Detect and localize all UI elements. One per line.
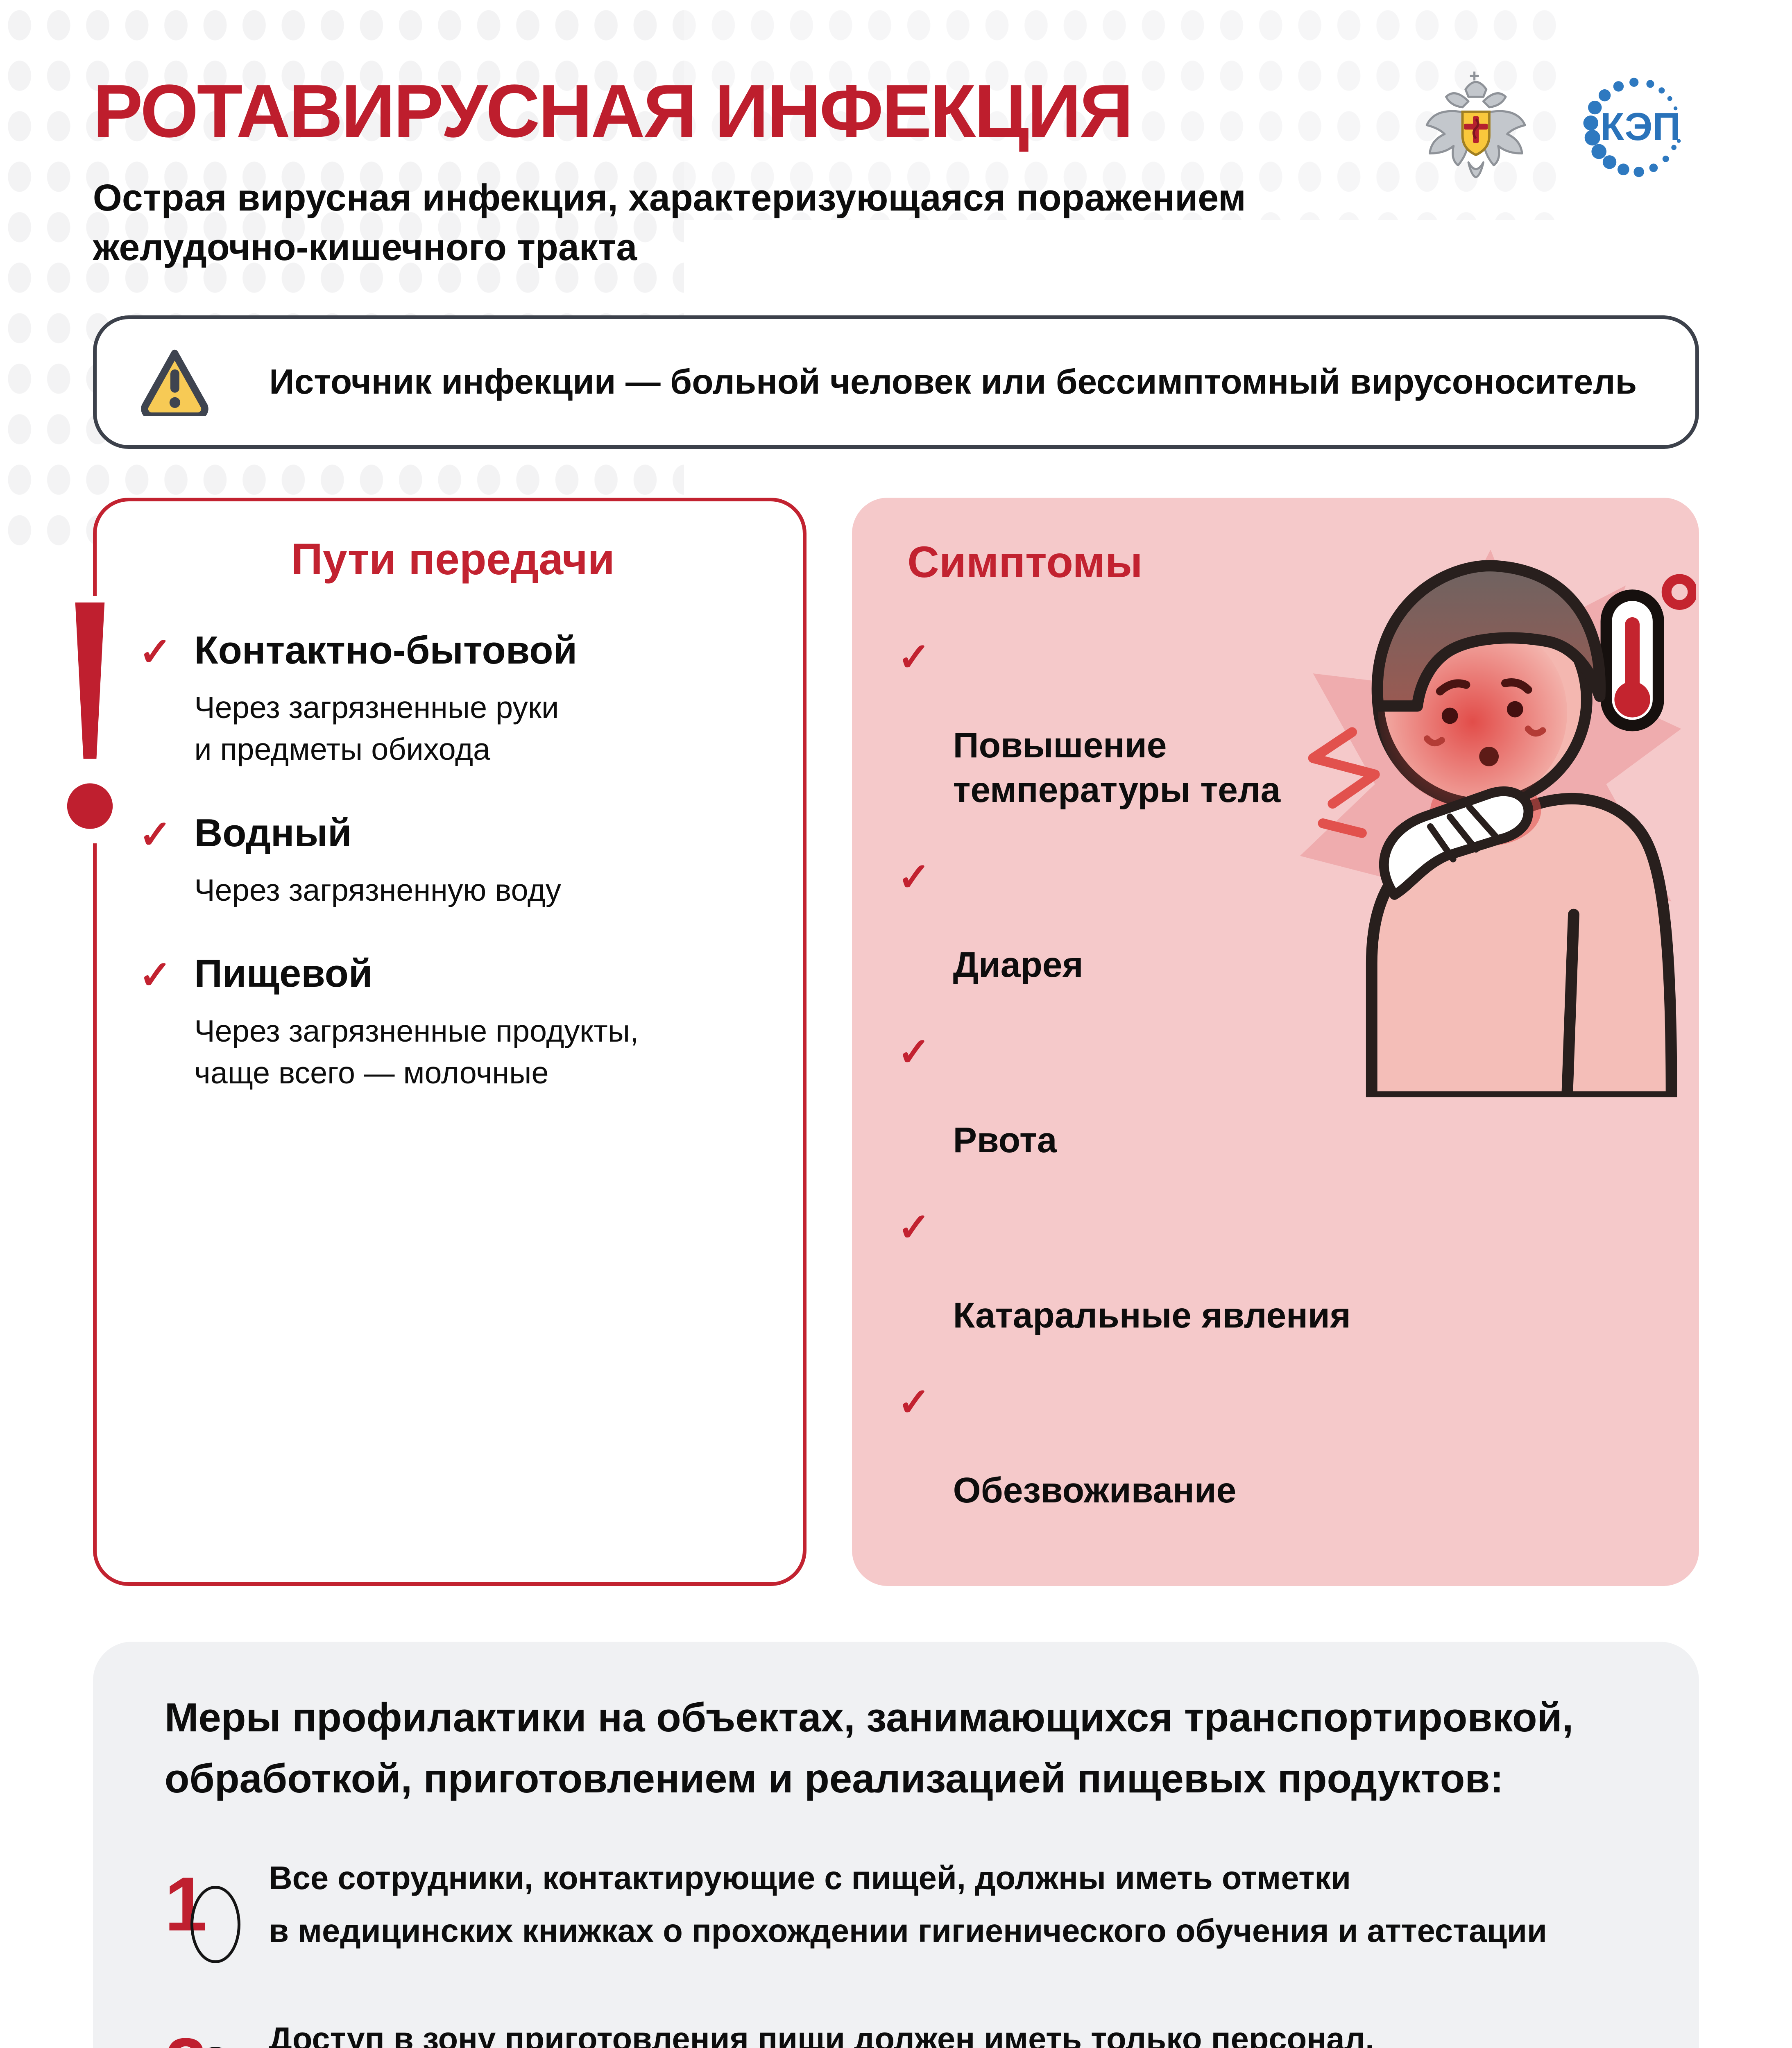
check-icon: ✓ xyxy=(139,630,172,674)
symptom-item-text: Рвота xyxy=(953,1119,1057,1160)
measure-number: 1 xyxy=(142,1866,246,1963)
measure-text: Доступ в зону приготовления пищи должен … xyxy=(269,2020,1375,2048)
symptom-item: ✓ Диарея xyxy=(897,853,1442,988)
kep-logo-text: КЭП xyxy=(1600,105,1681,149)
symptoms-box: Симптомы ✓ Повышение температуры тела ✓ … xyxy=(852,497,1699,1586)
symptom-item-text: Обезвоживание xyxy=(953,1470,1237,1511)
transmission-item-title: Контактно-бытовой xyxy=(194,628,578,672)
warning-triangle-icon xyxy=(141,349,208,417)
transmission-item: ✓ Пищевой Через загрязненные продукты, ч… xyxy=(139,950,767,1094)
check-icon: ✓ xyxy=(897,635,931,679)
prevention-measures-title: Меры профилактики на объектах, занимающи… xyxy=(164,1695,1574,1802)
infection-source-text: Источник инфекции — больной человек или … xyxy=(269,362,1637,401)
symptom-item: ✓ Повышение температуры тела xyxy=(897,633,1442,813)
symptom-item-text: Диарея xyxy=(953,945,1083,985)
symptoms-title: Симптомы xyxy=(907,537,1143,587)
rospotrebnadzor-emblem-icon xyxy=(1425,71,1526,179)
prevention-measures-section: Меры профилактики на объектах, занимающи… xyxy=(93,1641,1699,2048)
symptom-item-text: Катаральные явления xyxy=(953,1295,1351,1335)
symptom-item: ✓ Обезвоживание xyxy=(897,1378,1442,1513)
check-icon: ✓ xyxy=(897,855,931,899)
thermometer-icon xyxy=(1600,574,1696,732)
check-icon: ✓ xyxy=(897,1381,931,1425)
sick-person-illustration xyxy=(1300,550,1696,1097)
exclamation-mark-icon xyxy=(54,596,126,844)
transmission-routes-title: Пути передачи xyxy=(291,535,615,584)
check-icon: ✓ xyxy=(897,1031,931,1074)
transmission-item-title: Водный xyxy=(194,811,352,855)
transmission-item-desc: Через загрязненные продукты, чаще всего … xyxy=(194,1014,639,1090)
page-subtitle: Острая вирусная инфекция, характеризующа… xyxy=(93,177,1246,269)
symptom-item: ✓ Рвота xyxy=(897,1028,1442,1162)
measure-text: Все сотрудники, контактирующие с пищей, … xyxy=(269,1859,1547,1949)
page-title: РОТАВИРУСНАЯ ИНФЕКЦИЯ xyxy=(93,69,1133,153)
pain-zigzag-icon xyxy=(1308,727,1380,809)
transmission-item: ✓ Водный Через загрязненную воду xyxy=(139,810,767,911)
symptom-item-text: Повышение температуры тела xyxy=(953,725,1281,810)
kep-logo-icon: КЭП xyxy=(1583,77,1681,177)
symptom-item: ✓ Катаральные явления xyxy=(897,1203,1442,1338)
check-icon: ✓ xyxy=(897,1205,931,1249)
transmission-routes-box: Пути передачи ✓ Контактно-бытовой Через … xyxy=(54,497,807,1586)
check-icon: ✓ xyxy=(139,954,172,997)
measure-item: 2 Доступ в зону приготовления пищи долже… xyxy=(142,2013,1650,2048)
transmission-item: ✓ Контактно-бытовой Через загрязненные р… xyxy=(139,627,767,770)
transmission-item-desc: Через загрязненную воду xyxy=(194,873,561,908)
transmission-item-desc: Через загрязненные руки и предметы обихо… xyxy=(194,691,559,767)
transmission-item-title: Пищевой xyxy=(194,952,373,996)
measure-item: 1 Все сотрудники, контактирующие с пищей… xyxy=(142,1852,1650,1963)
infection-source-banner: Источник инфекции — больной человек или … xyxy=(93,315,1699,449)
check-icon: ✓ xyxy=(139,813,172,856)
measure-number: 2 xyxy=(142,2027,246,2048)
